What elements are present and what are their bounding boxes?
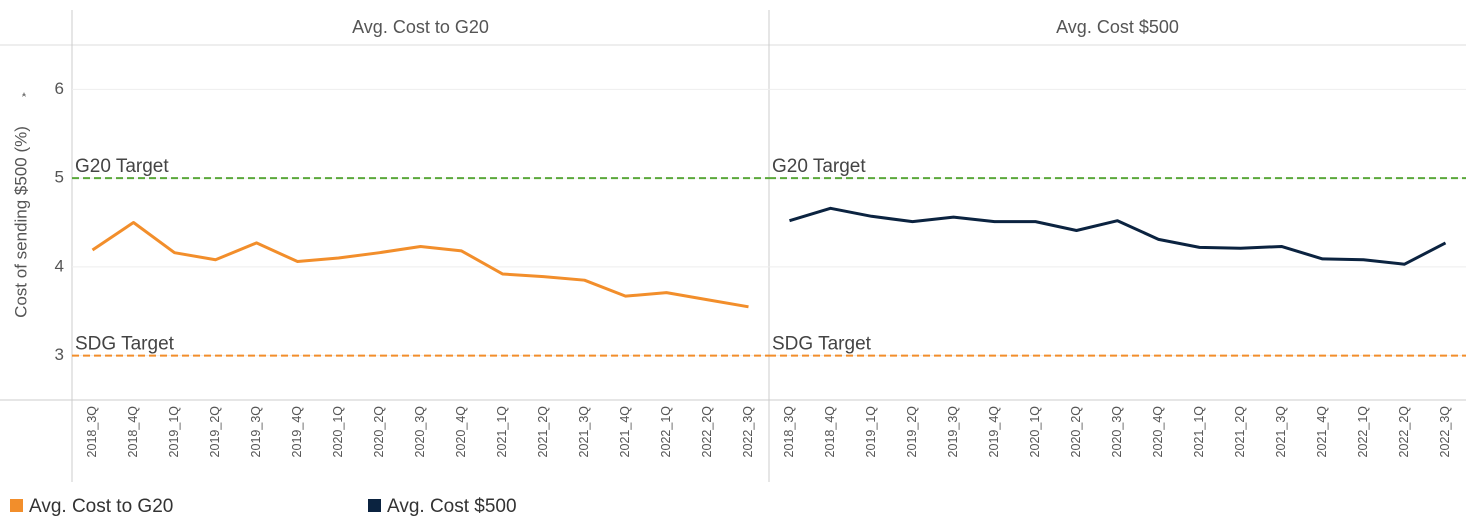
reference-label: G20 Target [772, 156, 866, 177]
y-axis-label: Cost of sending $500 (%) [11, 126, 30, 318]
x-tick-label: 2021_2Q [1233, 406, 1247, 458]
x-tick-label: 2020_2Q [1069, 406, 1083, 458]
x-tick-label: 2019_2Q [208, 406, 222, 458]
x-tick-label: 2021_1Q [1192, 406, 1206, 458]
x-tick-label: 2020_4Q [1151, 406, 1165, 458]
legend-label: Avg. Cost to G20 [29, 496, 173, 517]
sort-icon [22, 92, 26, 97]
x-tick-label: 2022_3Q [741, 406, 755, 458]
x-tick-label: 2020_3Q [413, 406, 427, 458]
x-tick-label: 2020_1Q [1028, 406, 1042, 458]
x-tick-label: 2018_3Q [782, 406, 796, 458]
x-tick-label: 2022_1Q [1356, 406, 1370, 458]
y-tick-label: 5 [55, 168, 64, 187]
x-tick-label: 2021_2Q [536, 406, 550, 458]
x-tick-label: 2021_1Q [495, 406, 509, 458]
series-line [91, 221, 749, 309]
y-tick-label: 6 [55, 79, 64, 98]
reference-label: SDG Target [75, 334, 175, 355]
x-tick-label: 2022_3Q [1438, 406, 1452, 458]
x-tick-label: 2019_4Q [290, 406, 304, 458]
x-tick-label: 2020_4Q [454, 406, 468, 458]
x-tick-label: 2021_3Q [577, 406, 591, 458]
x-tick-label: 2020_1Q [331, 406, 345, 458]
x-tick-label: 2018_3Q [85, 406, 99, 458]
x-tick-label: 2019_1Q [167, 406, 181, 458]
series-line [789, 206, 1447, 266]
x-tick-label: 2022_2Q [1397, 406, 1411, 458]
x-tick-label: 2018_4Q [126, 406, 140, 458]
x-tick-label: 2021_4Q [618, 406, 632, 458]
y-tick-label: 3 [55, 345, 64, 364]
x-tick-label: 2022_1Q [659, 406, 673, 458]
x-tick-label: 2022_2Q [700, 406, 714, 458]
legend-swatch [10, 499, 23, 512]
x-tick-label: 2019_1Q [864, 406, 878, 458]
reference-label: G20 Target [75, 156, 169, 177]
legend-label: Avg. Cost $500 [387, 496, 517, 517]
y-tick-label: 4 [55, 256, 64, 275]
x-tick-label: 2018_4Q [823, 406, 837, 458]
x-tick-label: 2019_4Q [987, 406, 1001, 458]
reference-label: SDG Target [772, 334, 872, 355]
x-tick-label: 2020_2Q [372, 406, 386, 458]
x-tick-label: 2019_3Q [946, 406, 960, 458]
x-tick-label: 2019_2Q [905, 406, 919, 458]
panel-title: Avg. Cost $500 [1056, 17, 1179, 37]
legend-swatch [368, 499, 381, 512]
x-tick-label: 2021_3Q [1274, 406, 1288, 458]
panel-title: Avg. Cost to G20 [352, 17, 489, 37]
x-tick-label: 2019_3Q [249, 406, 263, 458]
x-tick-label: 2021_4Q [1315, 406, 1329, 458]
x-tick-label: 2020_3Q [1110, 406, 1124, 458]
